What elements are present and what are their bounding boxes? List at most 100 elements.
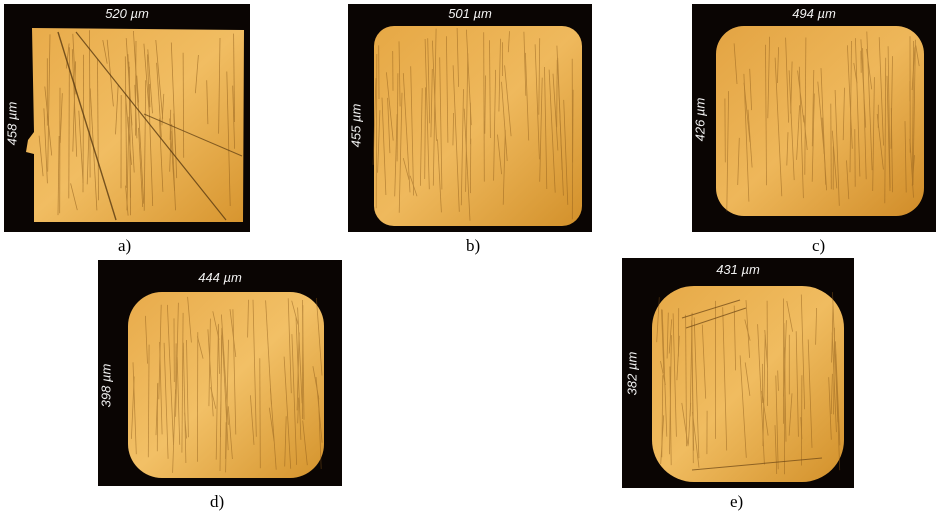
scratch-line (749, 68, 752, 111)
scratch-line (556, 59, 558, 128)
scratch-line (834, 89, 840, 206)
scratch-line (398, 41, 401, 107)
scratch-line (800, 294, 805, 410)
scratch-line (155, 39, 164, 119)
scratch-line (672, 313, 677, 437)
scratch-line (484, 75, 486, 134)
scratch-line (743, 82, 751, 143)
scratch-line (446, 36, 449, 143)
scratch-line (788, 70, 795, 181)
scratch-line (828, 377, 832, 440)
scratch-line (860, 39, 867, 128)
scratch-line (463, 108, 471, 221)
scratch-line (563, 99, 569, 205)
scratch-line (912, 40, 914, 175)
scratch-line (147, 54, 154, 207)
scratch-line (737, 137, 740, 186)
scratch-line (912, 39, 916, 186)
scratch-line (765, 44, 767, 186)
scratch-line (661, 309, 665, 374)
scratch-line (420, 88, 423, 186)
scratch-line (167, 304, 174, 446)
scratch-line (250, 395, 255, 445)
scratch-line (220, 335, 222, 438)
height-label: 398 µm (98, 363, 114, 408)
scratch-line (143, 43, 151, 120)
scratch-line (890, 56, 893, 149)
scratch-line (862, 48, 867, 180)
scratch-line (744, 362, 751, 396)
scratch-line (398, 92, 403, 213)
scratch-line (394, 114, 398, 197)
scratch-line (259, 358, 261, 469)
scratch-line (387, 97, 391, 154)
scratch-line (297, 307, 303, 404)
scratch-line (181, 312, 184, 453)
scratch-line (229, 309, 237, 358)
scratch-line (887, 46, 891, 188)
scratch-line (786, 132, 789, 166)
scratch-line (265, 300, 272, 405)
scratch-line (911, 155, 915, 186)
scratch-line (232, 85, 235, 149)
scratch-line (804, 37, 807, 175)
width-label: 501 µm (448, 6, 492, 21)
scratch-line (693, 317, 700, 459)
micrograph-d: 444 µm 398 µm (98, 260, 342, 486)
scratch-line (668, 319, 673, 354)
scratch-line (126, 116, 130, 211)
scratch-line (430, 68, 433, 138)
scratch-line (777, 370, 779, 391)
scratch-line (195, 54, 199, 94)
scratch-line (187, 296, 192, 343)
scratch-line (557, 57, 563, 171)
height-label: 455 µm (348, 103, 364, 148)
scratch-line (386, 72, 394, 141)
scratch-line (911, 47, 916, 91)
scratch-line (137, 90, 145, 204)
scratch-line (302, 420, 308, 466)
scratch-line (666, 312, 669, 359)
scratch-line (171, 123, 176, 211)
scratch-line (452, 65, 460, 212)
scratch-line (59, 93, 63, 143)
scratch-line (739, 355, 747, 458)
scratch-line (283, 356, 292, 469)
scratch-line (316, 297, 323, 376)
scratch-line (247, 299, 249, 338)
scratch-line (291, 334, 297, 465)
scratch-line (197, 336, 204, 359)
scratch-line (465, 53, 469, 192)
caption-e: e) (730, 492, 744, 511)
scratch-line (147, 49, 153, 114)
scratch-line (148, 83, 151, 108)
scratch-line (801, 375, 803, 466)
scratch-line (493, 69, 496, 181)
width-label: 431 µm (716, 262, 760, 277)
scratch-line (170, 42, 178, 179)
scratch-line (685, 314, 687, 447)
scratch-line (660, 361, 666, 385)
scratch-line (733, 43, 738, 85)
scratch-line (745, 300, 750, 358)
scratch-line (424, 87, 426, 180)
scratch-line (890, 107, 893, 193)
scratch-line (815, 307, 817, 345)
scratch-line (452, 112, 454, 146)
scratch-line (571, 89, 574, 220)
scratch-line (878, 37, 884, 146)
scratch-line (744, 319, 751, 341)
scratch-line (884, 57, 887, 204)
cross-section-a (26, 28, 244, 222)
scratch-line (68, 47, 70, 199)
scratch-line (761, 390, 769, 436)
micrograph-b: 501 µm 455 µm (348, 4, 592, 232)
scratch-line (498, 38, 501, 112)
scratch-line (766, 300, 769, 406)
caption-b: b) (466, 236, 481, 255)
cross-section-c (716, 26, 924, 216)
scratch-line (70, 183, 78, 211)
scratch-line (915, 45, 920, 67)
scratch-line (161, 93, 165, 126)
scratch-line (783, 320, 787, 397)
